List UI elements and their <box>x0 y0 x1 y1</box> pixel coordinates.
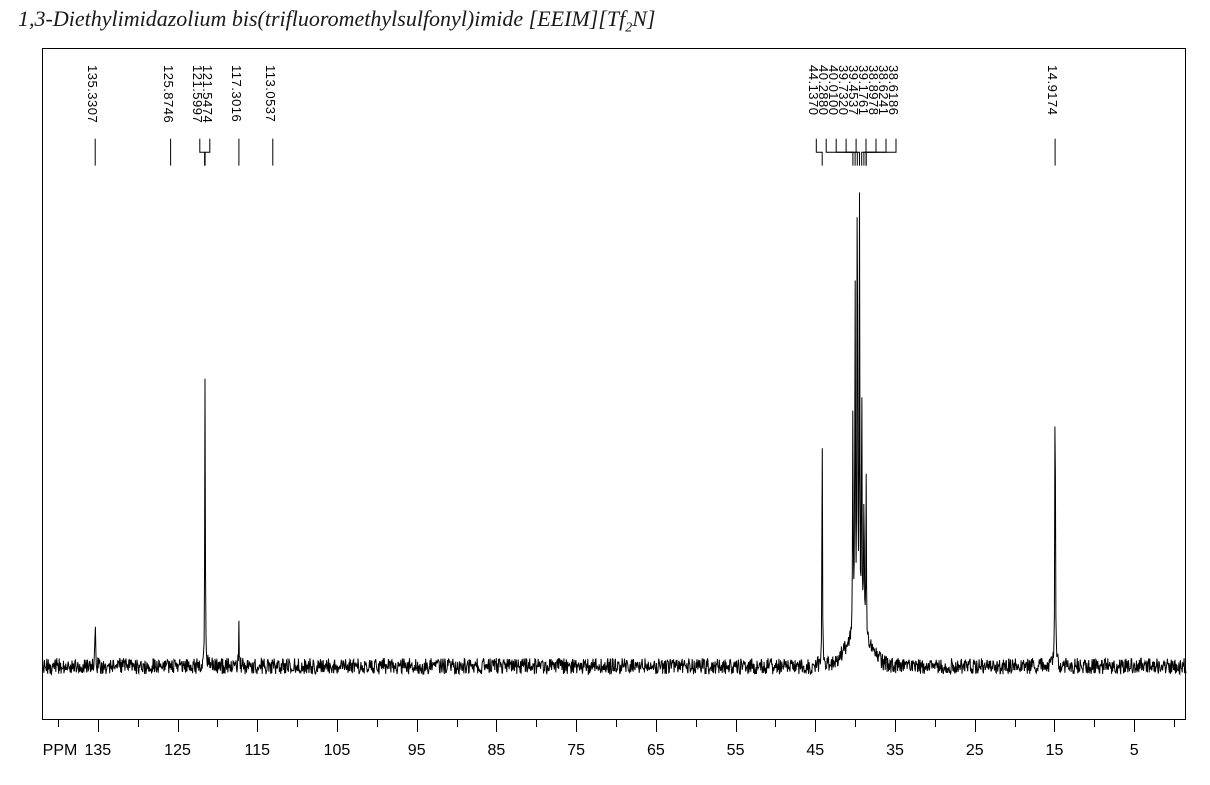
axis-tick-label: 15 <box>1046 742 1064 760</box>
peak-connector <box>200 139 205 166</box>
peak-label: 117.3016 <box>229 65 244 122</box>
axis-tick <box>895 720 896 732</box>
axis-tick-label: 5 <box>1130 742 1139 760</box>
axis-minor-tick <box>935 720 936 727</box>
axis-tick-label: 85 <box>488 742 506 760</box>
axis-minor-tick <box>297 720 298 727</box>
axis-tick-label: 55 <box>727 742 745 760</box>
axis-minor-tick <box>457 720 458 727</box>
axis-tick-label: 45 <box>806 742 824 760</box>
axis-minor-tick <box>696 720 697 727</box>
peak-label: 38.6186 <box>886 65 901 116</box>
axis-tick <box>576 720 577 732</box>
axis-tick <box>98 720 99 732</box>
peak-label: 14.9174 <box>1045 65 1060 116</box>
axis-tick-label: 115 <box>244 742 270 760</box>
axis-tick-label: 135 <box>84 742 111 760</box>
axis-tick-label: 95 <box>408 742 426 760</box>
axis-minor-tick <box>536 720 537 727</box>
axis-tick-label: 65 <box>647 742 665 760</box>
axis-tick <box>178 720 179 732</box>
peak-label: 113.0537 <box>263 65 278 122</box>
axis-tick <box>1134 720 1135 732</box>
axis-tick-label: 25 <box>966 742 984 760</box>
peak-label: 125.8746 <box>161 65 176 123</box>
axis-tick-label: 105 <box>324 742 351 760</box>
peak-label: 135.3307 <box>85 65 100 123</box>
axis-tick <box>337 720 338 732</box>
peak-connector <box>816 139 822 166</box>
axis-minor-tick <box>775 720 776 727</box>
spectrum-trace <box>42 193 1186 675</box>
axis-minor-tick <box>58 720 59 727</box>
axis-tick <box>736 720 737 732</box>
axis-minor-tick <box>1174 720 1175 727</box>
axis-minor-tick <box>1094 720 1095 727</box>
axis-minor-tick <box>217 720 218 727</box>
axis-tick <box>1054 720 1055 732</box>
axis-minor-tick <box>855 720 856 727</box>
axis-minor-tick <box>616 720 617 727</box>
axis-tick-label: 75 <box>567 742 585 760</box>
axis-tick <box>257 720 258 732</box>
peak-connector <box>866 139 896 166</box>
axis-tick <box>417 720 418 732</box>
axis-tick <box>815 720 816 732</box>
peak-label: 121.5474 <box>200 65 215 123</box>
nmr-spectrum <box>0 0 1210 785</box>
peak-connector <box>205 139 210 166</box>
axis-tick <box>975 720 976 732</box>
axis-minor-tick <box>377 720 378 727</box>
axis-tick-label: 125 <box>164 742 191 760</box>
axis-tick-label: 35 <box>886 742 904 760</box>
axis-label-ppm: PPM <box>43 742 78 760</box>
axis-tick <box>656 720 657 732</box>
axis-minor-tick <box>138 720 139 727</box>
axis-minor-tick <box>1015 720 1016 727</box>
axis-tick <box>496 720 497 732</box>
